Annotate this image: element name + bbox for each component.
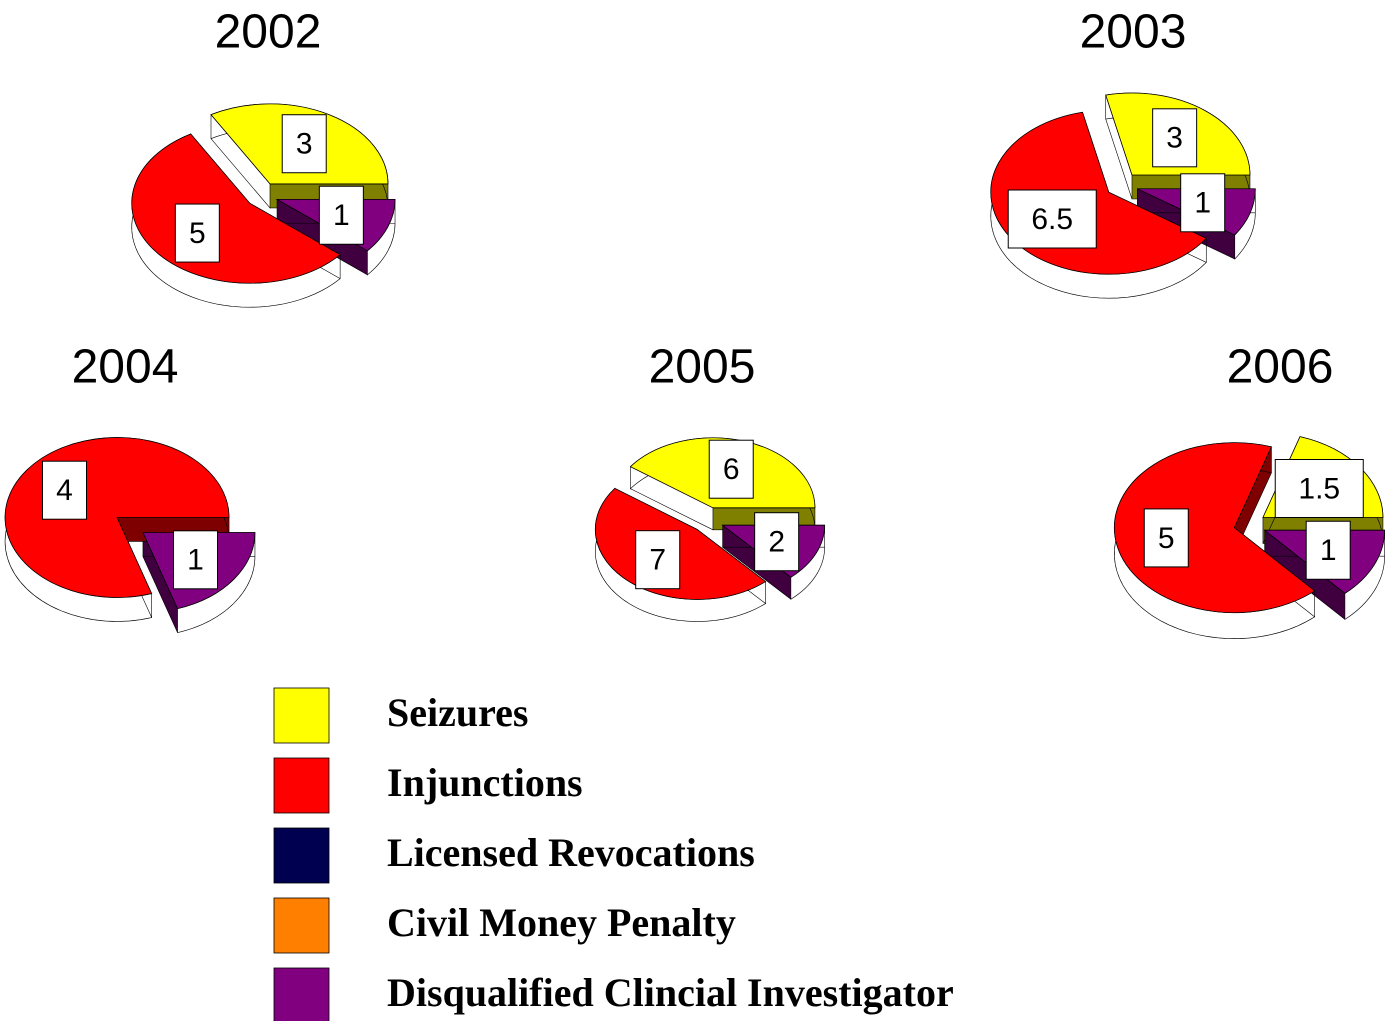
legend-swatch bbox=[273, 897, 330, 954]
data-label-box bbox=[1180, 173, 1226, 233]
data-label: 7 bbox=[649, 544, 666, 577]
data-label: 1 bbox=[187, 544, 204, 577]
legend-swatch bbox=[273, 967, 330, 1021]
data-label-box bbox=[172, 530, 218, 590]
pie-title: 2003 bbox=[1080, 6, 1187, 59]
data-label: 5 bbox=[1158, 522, 1175, 555]
data-label: 3 bbox=[1166, 122, 1183, 155]
legend-label: Licensed Revocations bbox=[387, 830, 755, 875]
data-label: 2 bbox=[768, 526, 785, 559]
data-label-box bbox=[635, 530, 681, 590]
legend-label: Seizures bbox=[387, 690, 528, 735]
legend: Seizures Injunctions Licensed Revocations C… bbox=[273, 687, 954, 1021]
pie-title: 2006 bbox=[1227, 341, 1334, 394]
data-label-box bbox=[1274, 458, 1364, 518]
pie-title: 2004 bbox=[72, 341, 179, 394]
pie-chart: 2004 1 4 bbox=[4, 341, 256, 633]
slice bbox=[1113, 442, 1316, 614]
legend-swatch bbox=[273, 827, 330, 884]
pie-title: 2002 bbox=[215, 6, 322, 59]
legend-swatch bbox=[273, 687, 330, 744]
data-label-box bbox=[754, 512, 800, 572]
pie-chart: 2006 1.5 1 5 bbox=[1113, 341, 1386, 639]
data-label: 6.5 bbox=[1031, 203, 1073, 236]
data-label: 1.5 bbox=[1298, 472, 1340, 505]
data-label-box bbox=[1152, 108, 1198, 168]
data-label-box bbox=[174, 203, 220, 263]
data-label-box bbox=[1305, 520, 1351, 580]
legend-label: Injunctions bbox=[387, 760, 583, 805]
legend-label: Civil Money Penalty bbox=[387, 900, 736, 945]
data-label-box bbox=[318, 185, 364, 245]
pie-chart: 2003 31 6.5 bbox=[990, 6, 1256, 299]
data-label: 5 bbox=[189, 217, 206, 250]
pie-chart: 2002 3 1 5 bbox=[131, 6, 396, 308]
data-label: 1 bbox=[1320, 534, 1337, 567]
data-label: 1 bbox=[333, 199, 350, 232]
data-label-box bbox=[281, 114, 327, 174]
data-label-box bbox=[42, 460, 88, 520]
data-label: 3 bbox=[296, 128, 313, 161]
data-label: 1 bbox=[1194, 187, 1211, 220]
pie-title: 2005 bbox=[649, 341, 756, 394]
data-label: 4 bbox=[56, 474, 73, 507]
data-label-box bbox=[708, 439, 754, 499]
data-label-box bbox=[1143, 508, 1189, 568]
legend-swatch bbox=[273, 757, 330, 814]
data-label: 6 bbox=[723, 453, 740, 486]
data-label-box bbox=[1007, 189, 1097, 249]
pie-chart: 2005 6 2 7 bbox=[594, 341, 826, 622]
legend-label: Disqualified Clincial Investigator bbox=[387, 970, 954, 1015]
